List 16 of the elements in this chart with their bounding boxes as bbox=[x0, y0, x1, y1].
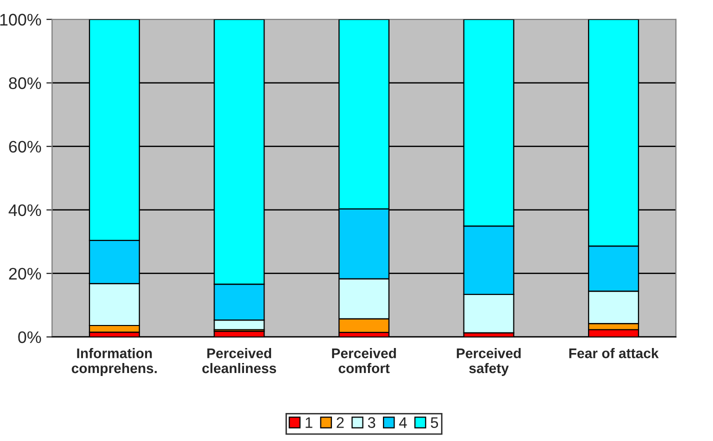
legend-label: 5 bbox=[430, 417, 438, 428]
y-tick-label: 0% bbox=[18, 331, 42, 344]
x-tick-label: Perceived comfort bbox=[332, 348, 396, 374]
y-tick-label: 40% bbox=[8, 204, 42, 216]
y-tick-label: 100% bbox=[0, 14, 42, 26]
legend-label: 4 bbox=[399, 417, 407, 428]
legend-label: 2 bbox=[336, 417, 344, 428]
y-tick-label: 60% bbox=[9, 140, 42, 153]
y-tick-label: 20% bbox=[9, 268, 42, 280]
x-tick-label: Perceived safety bbox=[456, 348, 521, 376]
y-tick-label: 80% bbox=[9, 77, 42, 90]
x-tick-label: Fear of attack bbox=[569, 348, 659, 358]
x-tick-label: Information comprehens. bbox=[72, 348, 157, 376]
legend-label: 3 bbox=[368, 417, 376, 428]
legend-label: 1 bbox=[306, 417, 312, 428]
x-tick-label: Perceived cleanliness bbox=[202, 348, 276, 374]
